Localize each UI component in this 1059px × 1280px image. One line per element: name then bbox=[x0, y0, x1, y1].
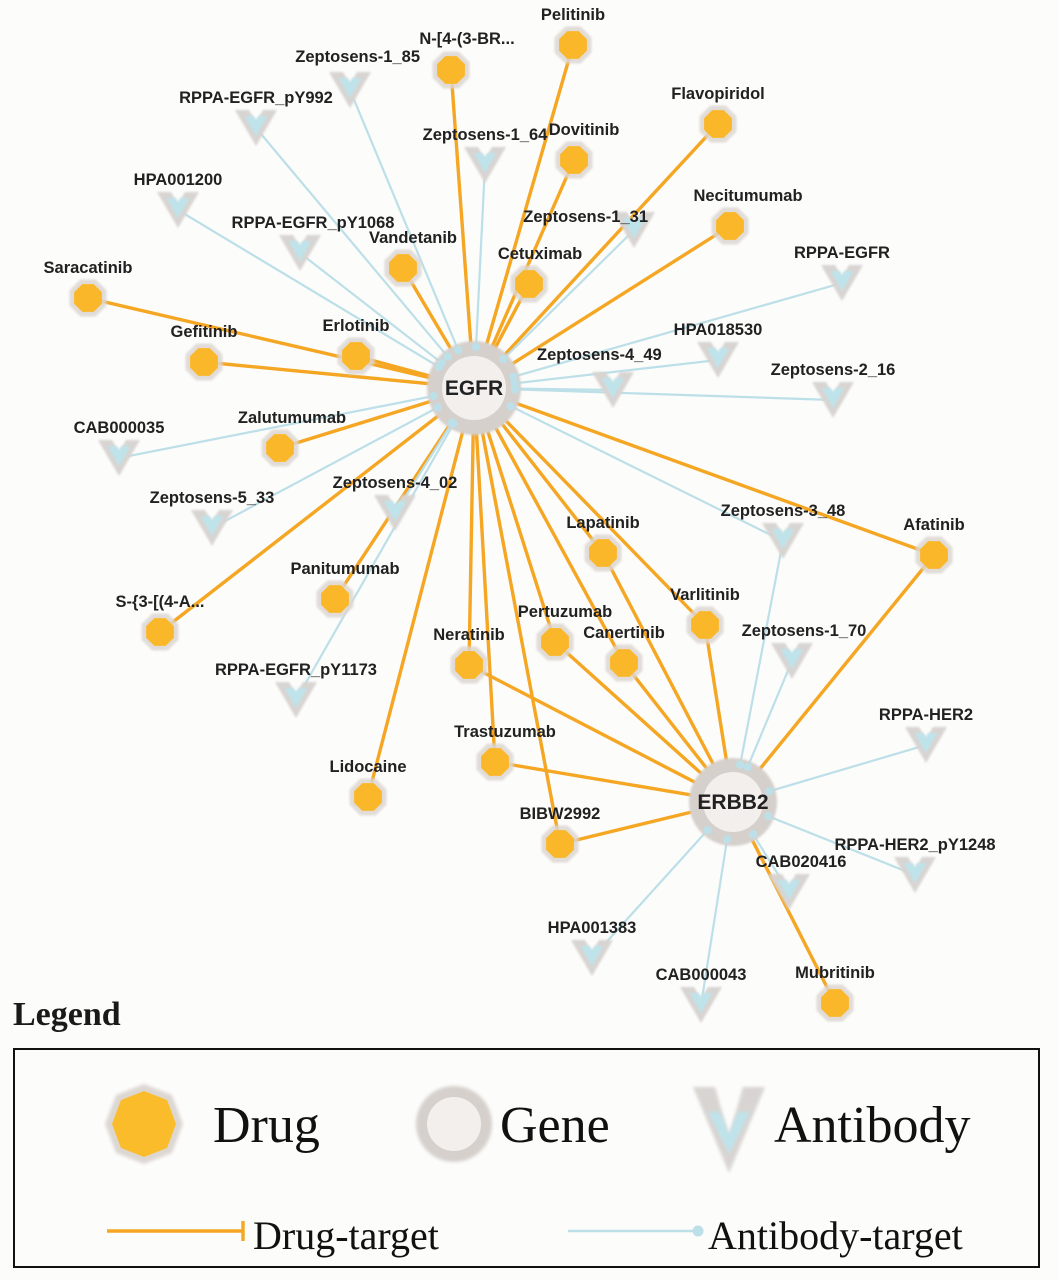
svg-text:Gene: Gene bbox=[500, 1097, 610, 1154]
svg-text:HPA001200: HPA001200 bbox=[134, 171, 223, 189]
svg-text:Zeptosens-4_02: Zeptosens-4_02 bbox=[333, 474, 458, 492]
svg-text:Zeptosens-1_85: Zeptosens-1_85 bbox=[295, 48, 420, 66]
svg-text:Zeptosens-4_49: Zeptosens-4_49 bbox=[537, 346, 662, 364]
svg-text:Lapatinib: Lapatinib bbox=[566, 514, 639, 532]
svg-text:Panitumumab: Panitumumab bbox=[290, 560, 399, 578]
svg-text:Drug: Drug bbox=[213, 1097, 320, 1154]
svg-text:Pelitinib: Pelitinib bbox=[541, 6, 605, 24]
svg-text:Zeptosens-1_64: Zeptosens-1_64 bbox=[423, 126, 549, 144]
svg-text:Neratinib: Neratinib bbox=[433, 626, 505, 644]
svg-text:ERBB2: ERBB2 bbox=[697, 791, 768, 814]
svg-text:Antibody: Antibody bbox=[774, 1097, 970, 1154]
svg-text:Saracatinib: Saracatinib bbox=[44, 259, 133, 277]
svg-text:EGFR: EGFR bbox=[445, 377, 503, 400]
svg-text:RPPA-EGFR_pY1173: RPPA-EGFR_pY1173 bbox=[215, 661, 377, 679]
svg-text:RPPA-HER2_pY1248: RPPA-HER2_pY1248 bbox=[834, 836, 995, 854]
svg-text:Lidocaine: Lidocaine bbox=[329, 758, 406, 776]
svg-text:Necitumumab: Necitumumab bbox=[693, 187, 802, 205]
svg-text:N-[4-(3-BR...: N-[4-(3-BR... bbox=[419, 30, 514, 48]
svg-text:S-{3-[(4-A...: S-{3-[(4-A... bbox=[116, 593, 205, 611]
svg-text:Trastuzumab: Trastuzumab bbox=[454, 723, 556, 741]
svg-text:HPA018530: HPA018530 bbox=[674, 321, 763, 339]
svg-text:Gefitinib: Gefitinib bbox=[171, 323, 238, 341]
svg-text:CAB020416: CAB020416 bbox=[756, 853, 847, 871]
svg-text:BIBW2992: BIBW2992 bbox=[520, 805, 601, 823]
svg-text:Zeptosens-1_70: Zeptosens-1_70 bbox=[742, 622, 867, 640]
svg-text:Pertuzumab: Pertuzumab bbox=[518, 603, 612, 621]
svg-text:RPPA-EGFR_pY1068: RPPA-EGFR_pY1068 bbox=[232, 214, 395, 232]
svg-text:Antibody-target: Antibody-target bbox=[708, 1213, 963, 1258]
svg-text:CAB000035: CAB000035 bbox=[74, 419, 165, 437]
svg-text:RPPA-EGFR: RPPA-EGFR bbox=[794, 244, 890, 262]
svg-text:Cetuximab: Cetuximab bbox=[498, 245, 582, 263]
svg-text:Mubritinib: Mubritinib bbox=[795, 964, 875, 982]
svg-text:Varlitinib: Varlitinib bbox=[670, 586, 740, 604]
svg-text:Zeptosens-2_16: Zeptosens-2_16 bbox=[771, 361, 896, 379]
svg-text:Drug-target: Drug-target bbox=[253, 1213, 439, 1258]
svg-text:Erlotinib: Erlotinib bbox=[323, 317, 390, 335]
svg-text:Zeptosens-1_31: Zeptosens-1_31 bbox=[523, 208, 648, 226]
svg-text:Zalutumumab: Zalutumumab bbox=[238, 409, 346, 427]
svg-text:Afatinib: Afatinib bbox=[903, 516, 964, 534]
svg-text:Zeptosens-5_33: Zeptosens-5_33 bbox=[150, 489, 275, 507]
svg-text:HPA001383: HPA001383 bbox=[548, 919, 637, 937]
svg-text:Dovitinib: Dovitinib bbox=[549, 121, 620, 139]
svg-text:Flavopiridol: Flavopiridol bbox=[671, 85, 765, 103]
svg-text:RPPA-EGFR_pY992: RPPA-EGFR_pY992 bbox=[179, 89, 333, 107]
svg-text:Zeptosens-3_48: Zeptosens-3_48 bbox=[721, 502, 846, 520]
svg-text:Canertinib: Canertinib bbox=[583, 624, 665, 642]
svg-text:CAB000043: CAB000043 bbox=[656, 966, 747, 984]
svg-text:RPPA-HER2: RPPA-HER2 bbox=[879, 706, 973, 724]
